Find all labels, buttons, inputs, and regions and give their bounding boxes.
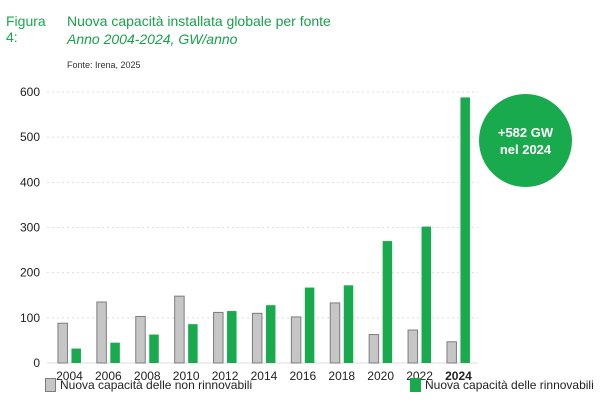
x-tick-label: 2012 — [212, 369, 239, 383]
bar-non-renewables — [213, 311, 224, 364]
bar-renewables — [421, 226, 432, 363]
x-tick-label: 2010 — [173, 369, 200, 383]
callout-badge: +582 GW nel 2024 — [479, 94, 572, 187]
x-tick-label: 2024 — [445, 369, 472, 383]
y-tick-label: 100 — [20, 311, 40, 325]
bar-renewables — [227, 311, 237, 363]
bar-renewables — [110, 342, 120, 363]
legend-item-renewables: Nuova capacità delle rinnovabili — [410, 378, 594, 392]
x-tick-label: 2018 — [328, 369, 355, 383]
bar-non-renewables — [174, 295, 185, 364]
y-tick-label: 400 — [20, 175, 40, 189]
legend-swatch-non-renewables — [45, 378, 56, 392]
y-tick-label: 500 — [20, 130, 40, 144]
callout-caption: nel 2024 — [499, 141, 552, 157]
bar-renewables — [343, 285, 354, 363]
x-tick-label: 2004 — [56, 369, 83, 383]
x-tick-label: 2020 — [367, 369, 394, 383]
chart-legend: Nuova capacità delle non rinnovabili Nuo… — [0, 378, 600, 398]
bar-non-renewables — [329, 302, 341, 364]
bar-renewables — [304, 287, 315, 363]
bar-renewables — [265, 305, 276, 363]
legend-item-non-renewables: Nuova capacità delle non rinnovabili — [45, 378, 252, 392]
x-tick-label: 2006 — [95, 369, 122, 383]
y-tick-label: 0 — [33, 356, 40, 370]
y-tick-label: 300 — [20, 221, 40, 235]
y-tick-label: 600 — [20, 85, 40, 99]
bar-non-renewables — [251, 312, 263, 364]
x-tick-label: 2016 — [289, 369, 316, 383]
y-tick-label: 200 — [20, 266, 40, 280]
legend-label-non-renewables: Nuova capacità delle non rinnovabili — [60, 378, 253, 392]
figure-label: Figura 4: — [6, 13, 46, 45]
bar-non-renewables — [446, 341, 457, 364]
chart-source: Fonte: Irena, 2025 — [67, 60, 141, 70]
legend-label-renewables: Nuova capacità delle rinnovabili — [425, 378, 594, 392]
bar-non-renewables — [57, 322, 68, 364]
bar-non-renewables — [368, 334, 380, 364]
x-tick-label: 2008 — [134, 369, 161, 383]
chart-subtitle: Anno 2004-2024, GW/anno — [67, 31, 238, 47]
bar-renewables — [188, 324, 198, 363]
callout-value: +582 GW — [497, 124, 554, 140]
legend-swatch-renewables — [410, 378, 421, 392]
bar-non-renewables — [290, 316, 302, 364]
bar-renewables — [382, 241, 393, 363]
bar-renewables — [149, 334, 159, 363]
bar-renewables — [71, 348, 81, 363]
chart-title: Nuova capacità installata globale per fo… — [67, 13, 331, 29]
bar-non-renewables — [96, 301, 107, 364]
x-tick-label: 2014 — [251, 369, 278, 383]
bar-renewables — [460, 97, 470, 364]
bar-non-renewables — [135, 315, 146, 364]
bar-non-renewables — [407, 329, 419, 364]
